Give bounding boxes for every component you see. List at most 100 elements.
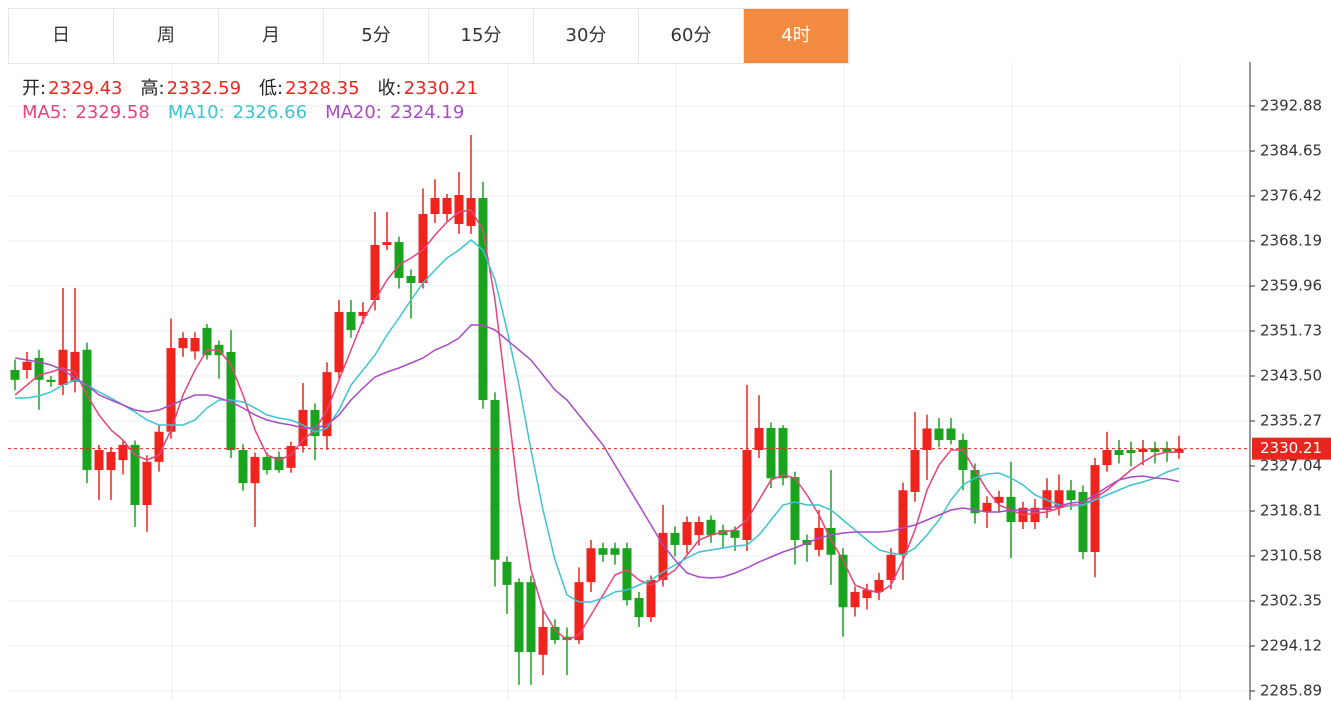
ma-value: 2324.19 xyxy=(389,102,465,123)
candle-body xyxy=(610,548,620,555)
candle-body xyxy=(454,195,464,225)
candle-body xyxy=(394,242,404,278)
period-tab[interactable]: 日 xyxy=(9,9,114,63)
candle-body xyxy=(1066,490,1076,501)
candle-body xyxy=(1114,450,1124,456)
candle-body xyxy=(526,582,536,653)
candle-body xyxy=(406,275,416,283)
candle-body xyxy=(730,530,740,538)
current-price-box xyxy=(1252,437,1331,460)
y-tick-label: 2384.65 xyxy=(1260,142,1322,160)
ma-legend: MA5: 2329.58 MA10: 2326.66 MA20: 2324.19 xyxy=(22,102,466,123)
candle-body xyxy=(754,427,764,451)
ohlc-label: 收: xyxy=(377,78,402,99)
candle-body xyxy=(694,521,704,536)
candle-body xyxy=(142,461,152,506)
ohlc-label: 高: xyxy=(140,78,165,99)
candle-body xyxy=(478,197,488,401)
period-tab[interactable]: 30分 xyxy=(534,9,639,63)
y-tick-label: 2335.27 xyxy=(1260,411,1322,429)
candle-body xyxy=(1078,491,1088,553)
ma-line xyxy=(14,209,1180,641)
candle-body xyxy=(430,197,440,214)
period-tab[interactable]: 15分 xyxy=(429,9,534,63)
candle-body xyxy=(934,428,944,440)
ma-name: MA20: xyxy=(325,102,382,123)
y-tick-label: 2327.04 xyxy=(1260,456,1322,474)
candle-body xyxy=(1030,507,1040,522)
candle-body xyxy=(178,337,188,349)
ma-name: MA5: xyxy=(22,102,68,123)
candle-body xyxy=(262,456,272,471)
candle-body xyxy=(1102,450,1112,466)
y-tick-label: 2392.88 xyxy=(1260,97,1322,115)
y-tick-label: 2368.19 xyxy=(1260,232,1322,250)
current-price-label: 2330.21 xyxy=(1260,439,1322,457)
candle-body xyxy=(550,626,560,641)
candle-body xyxy=(1150,448,1160,452)
candle-body xyxy=(382,242,392,245)
candle-body xyxy=(46,379,56,383)
y-tick-label: 2351.73 xyxy=(1260,321,1322,339)
candle-body xyxy=(418,213,428,283)
candle-body xyxy=(1054,490,1064,508)
candle-body xyxy=(154,431,164,462)
period-tabs: 日周月 5分 15分 30分 60分 4时 xyxy=(8,8,850,64)
candle-body xyxy=(886,554,896,580)
candle-body xyxy=(1162,448,1172,452)
candle-body xyxy=(898,490,908,555)
candle-body xyxy=(574,582,584,641)
y-tick-label: 2285.89 xyxy=(1260,681,1322,699)
ma-line xyxy=(14,324,1180,579)
candle-body xyxy=(598,548,608,555)
candle-body xyxy=(838,554,848,608)
candle-body xyxy=(10,369,20,380)
candle-body xyxy=(238,450,248,484)
candle-body xyxy=(766,427,776,479)
y-tick-label: 2376.42 xyxy=(1260,187,1322,205)
candle-body xyxy=(670,532,680,545)
candle-body xyxy=(1126,450,1136,454)
candle-body xyxy=(370,244,380,300)
candle-body xyxy=(22,361,32,370)
ma-name: MA10: xyxy=(167,102,225,123)
candle-body xyxy=(538,626,548,655)
candle-body xyxy=(634,597,644,618)
candle-body xyxy=(814,527,824,550)
candle-body xyxy=(118,444,128,461)
ohlc-value: 2330.21 xyxy=(403,78,479,99)
candle-body xyxy=(1174,448,1184,453)
candle-body xyxy=(346,312,356,331)
ma-value: 2326.66 xyxy=(232,102,308,123)
candle-body xyxy=(1090,465,1100,553)
candle-body xyxy=(910,450,920,492)
candle-body xyxy=(226,351,236,451)
period-tab[interactable]: 周 xyxy=(114,9,219,63)
candle-body xyxy=(946,428,956,440)
y-tick-label: 2343.50 xyxy=(1260,366,1322,384)
candle-body xyxy=(778,427,788,479)
period-tab[interactable]: 60分 xyxy=(639,9,744,63)
y-tick-label: 2294.12 xyxy=(1260,636,1322,654)
ohlc-label: 开: xyxy=(22,78,47,99)
period-tab[interactable]: 5分 xyxy=(324,9,429,63)
candle-body xyxy=(250,456,260,484)
candle-body xyxy=(466,197,476,226)
candle-body xyxy=(958,439,968,471)
candle-body xyxy=(994,496,1004,503)
period-tab[interactable]: 月 xyxy=(219,9,324,63)
candle-body xyxy=(982,502,992,513)
candle-body xyxy=(82,349,92,471)
candle-body xyxy=(970,470,980,514)
period-tab[interactable]: 4时 xyxy=(744,9,849,63)
ohlc-value: 2332.59 xyxy=(166,78,242,99)
candle-body xyxy=(106,451,116,471)
y-tick-label: 2359.96 xyxy=(1260,277,1322,295)
y-tick-label: 2302.35 xyxy=(1260,591,1322,609)
candle-body xyxy=(286,445,296,468)
candle-body xyxy=(682,521,692,545)
candle-body xyxy=(742,450,752,541)
candle-body xyxy=(490,400,500,560)
